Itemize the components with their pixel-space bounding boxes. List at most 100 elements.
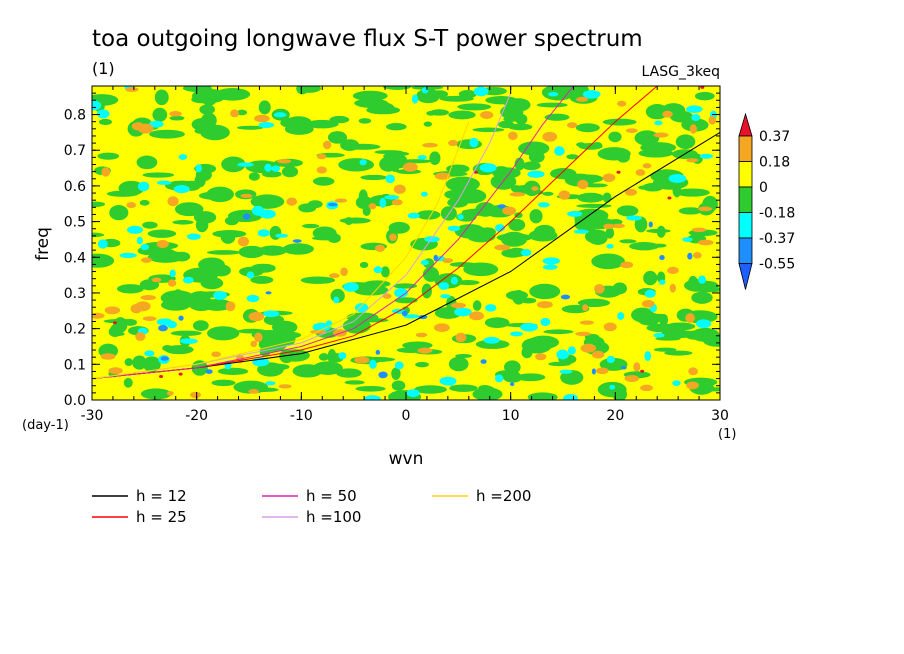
field-patch-blue — [160, 356, 169, 361]
field-patch-cyan — [469, 137, 479, 148]
x-tick-label: 10 — [502, 408, 520, 424]
field-patch-green — [192, 320, 209, 331]
field-patch-green — [302, 223, 320, 229]
field-patch-cyan — [682, 237, 693, 242]
field-patch-green — [194, 128, 207, 134]
field-patch-green — [188, 296, 215, 312]
field-patch-green — [123, 319, 138, 326]
field-patch-orange — [104, 306, 121, 315]
x-tick-label: -20 — [185, 408, 208, 424]
field-patch-orange — [142, 316, 157, 321]
field-patch-orange — [617, 100, 627, 107]
field-patch-cyan — [407, 212, 420, 219]
y-tick-label: 0.0 — [64, 393, 86, 409]
field-patch-green — [414, 385, 447, 394]
field-patch-orange — [641, 300, 655, 308]
field-patch-green — [344, 143, 381, 150]
field-patch-orange — [317, 153, 327, 160]
field-patch-blue — [648, 221, 653, 228]
field-patch-orange — [393, 184, 406, 194]
field-patch-cyan — [540, 317, 551, 327]
field-patch-green — [643, 270, 658, 286]
field-patch-orange — [278, 384, 292, 389]
x-tick-label: 20 — [606, 408, 624, 424]
field-patch-green — [236, 125, 264, 130]
field-patch-green — [174, 202, 204, 217]
field-patch-green — [457, 103, 492, 111]
field-patch-red — [700, 86, 705, 89]
field-patch-green — [560, 370, 584, 385]
field-patch-cyan — [148, 120, 164, 128]
field-patch-green — [160, 251, 173, 262]
field-patch-orange — [248, 311, 265, 322]
legend-label: h = 12 — [136, 487, 187, 505]
field-patch-green — [492, 167, 521, 179]
field-patch-green — [394, 297, 418, 304]
field-patch-green — [576, 142, 586, 147]
field-patch-green — [675, 188, 710, 197]
field-patch-orange — [575, 331, 592, 337]
field-patch-orange — [653, 132, 669, 138]
field-patch-orange — [329, 273, 340, 279]
field-patch-orange — [286, 197, 298, 206]
field-patch-orange — [141, 257, 152, 263]
field-patch-green — [399, 159, 433, 164]
field-patch-orange — [635, 169, 646, 176]
field-patch-cyan — [338, 352, 347, 360]
colorbar-box — [738, 135, 753, 162]
x-tick-label: 0 — [402, 408, 411, 424]
field-patch-cyan — [237, 162, 254, 167]
field-patch-cyan — [672, 380, 681, 387]
field-patch-green — [503, 116, 519, 122]
field-patch-orange — [689, 124, 697, 134]
field-patch-green — [634, 216, 648, 233]
legend: h = 12 h = 25 h = 50 h =100 h =200 — [92, 487, 531, 526]
colorbar-label: -0.18 — [759, 206, 795, 222]
field-patch-green — [484, 317, 510, 329]
field-patch-orange — [508, 131, 518, 141]
field-patch-red — [112, 321, 117, 325]
field-patch-green — [352, 217, 363, 223]
field-patch-orange — [633, 362, 641, 372]
field-patch-red — [159, 374, 164, 378]
field-patch-blue — [480, 359, 487, 364]
field-patch-green — [206, 250, 241, 255]
field-patch-green — [544, 113, 570, 121]
field-patch-green — [338, 158, 375, 172]
field-patch-orange — [131, 122, 145, 131]
field-patch-green — [522, 161, 541, 171]
field-patch-cyan — [567, 346, 576, 355]
field-patch-orange — [169, 111, 182, 117]
field-patch-cyan — [257, 229, 270, 237]
field-patch-green — [515, 373, 546, 382]
field-patch-green — [576, 203, 612, 208]
field-patch-cyan — [394, 287, 408, 298]
field-patch-cyan — [420, 259, 429, 266]
field-patch-green — [458, 90, 477, 99]
field-patch-orange — [603, 322, 617, 332]
field-patch-green — [97, 152, 120, 160]
field-patch-green — [172, 289, 184, 304]
field-patch-green — [386, 123, 407, 131]
series-line — [92, 92, 512, 380]
field-patch-green — [426, 110, 436, 116]
field-patch-orange — [625, 128, 638, 133]
field-patch-green — [154, 89, 169, 106]
field-patch-cyan — [559, 369, 573, 374]
field-patch-orange — [624, 188, 637, 196]
field-patch-green — [566, 154, 579, 160]
field-patch-green — [529, 209, 543, 224]
field-patch-green — [391, 380, 406, 391]
legend-label: h =100 — [306, 508, 361, 526]
field-patch-cyan — [195, 164, 202, 173]
field-patch-cyan — [126, 225, 144, 234]
field-patch-orange — [422, 142, 438, 148]
field-patch-orange — [691, 227, 707, 233]
field-patch-cyan — [454, 307, 472, 317]
field-patch-orange — [156, 239, 169, 249]
field-patch-green — [312, 176, 335, 186]
field-patch-green — [248, 172, 260, 181]
colorbar-box — [738, 237, 753, 264]
field-patch-green — [646, 323, 678, 333]
field-patch-green — [691, 291, 713, 304]
